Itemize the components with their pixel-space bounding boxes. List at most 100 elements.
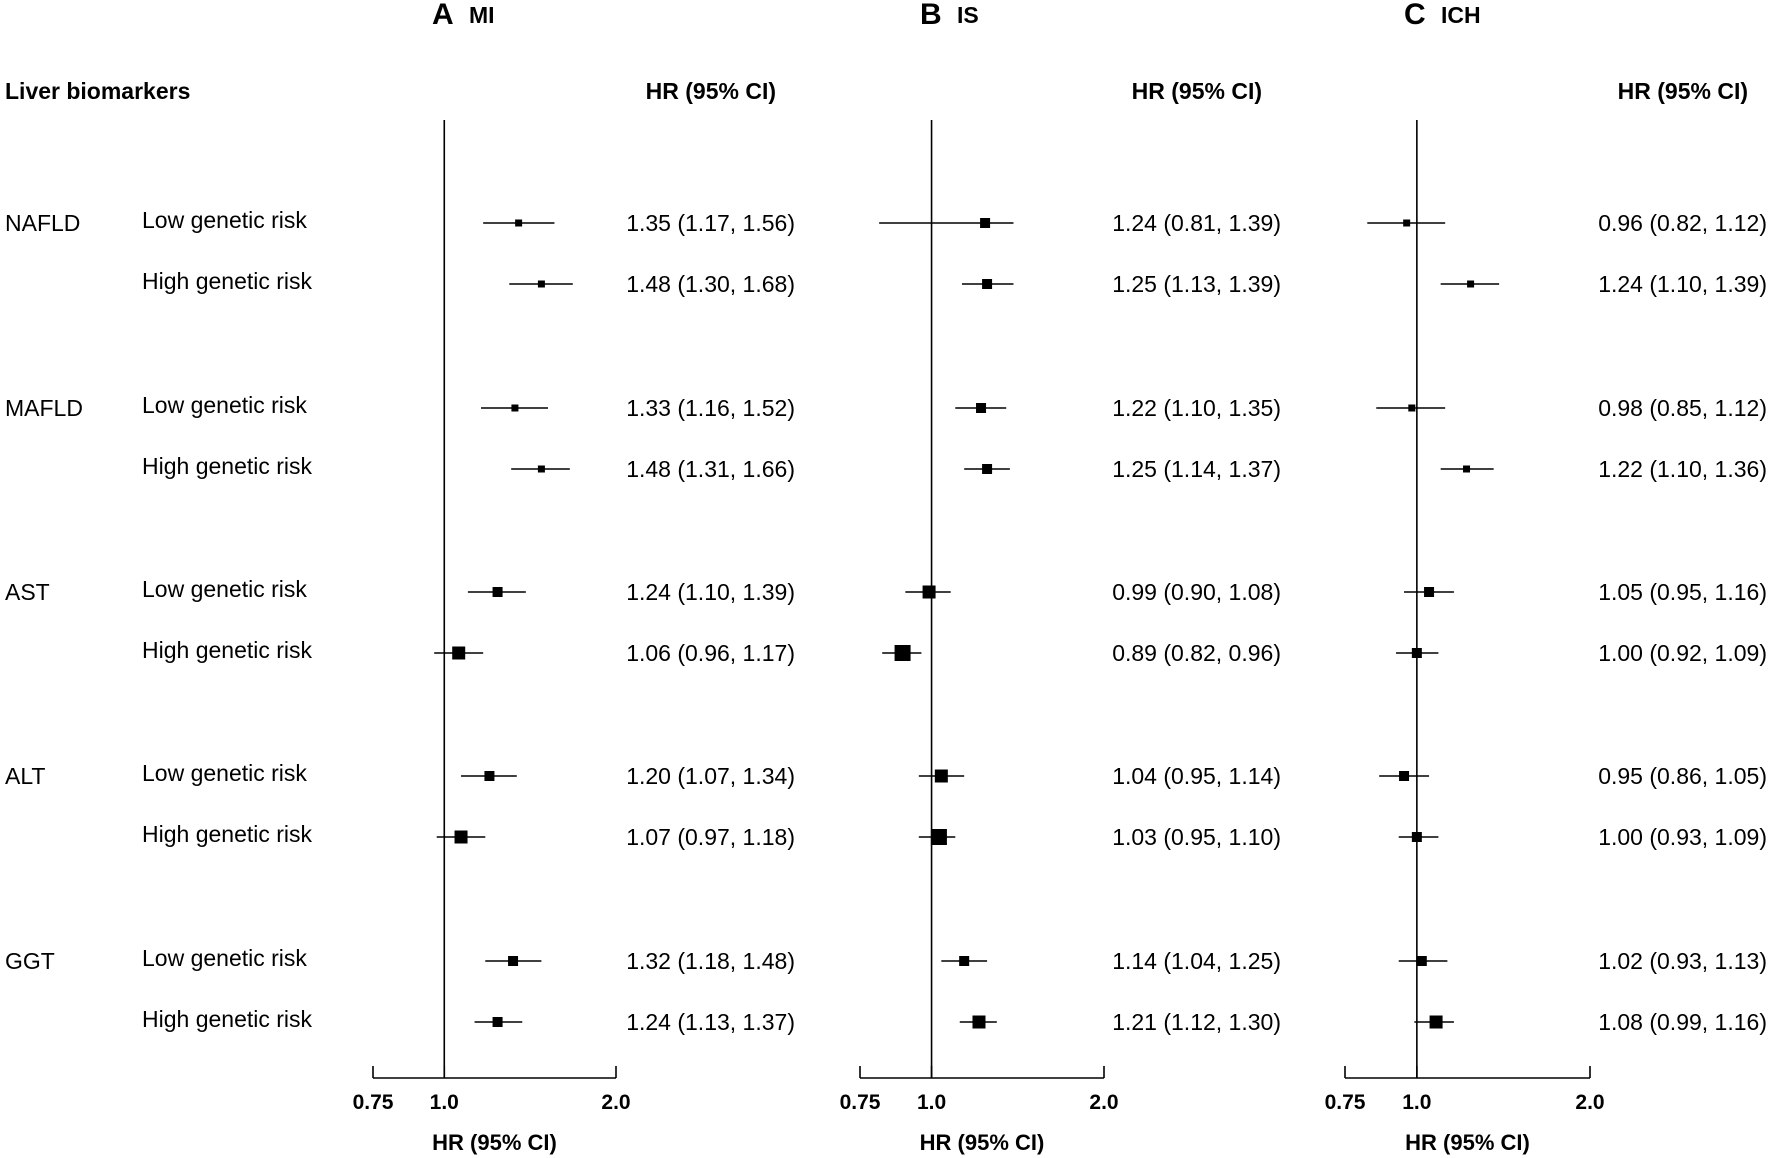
hr-point [511, 404, 519, 412]
hr-value-label: 1.21 (1.12, 1.30) [1112, 1009, 1281, 1035]
panel-title: ICH [1441, 2, 1481, 28]
biomarker-label-ggt: GGT [5, 948, 55, 974]
hr-value-label: 1.22 (1.10, 1.36) [1598, 456, 1767, 482]
hr-value-label: 1.03 (0.95, 1.10) [1112, 824, 1281, 850]
panels: A MI HR (95% CI) 0.75 1.0 2.0 HR (95% CI) 1.35 … [353, 0, 1767, 1155]
subgroup-label: Low genetic risk [142, 945, 307, 971]
hr-value-label: 1.35 (1.17, 1.56) [626, 210, 795, 236]
biomarker-label-alt: ALT [5, 763, 45, 789]
hr-point [1403, 219, 1411, 227]
hr-value-label: 1.05 (0.95, 1.16) [1598, 579, 1767, 605]
hr-point [537, 465, 545, 473]
x-tick-label: 0.75 [353, 1091, 394, 1114]
subgroup-label: Low genetic risk [142, 760, 307, 786]
hr-value-label: 1.32 (1.18, 1.48) [626, 948, 795, 974]
hr-value-label: 0.99 (0.90, 1.08) [1112, 579, 1281, 605]
subgroup-label: High genetic risk [142, 1006, 313, 1032]
biomarker-label-nafld: NAFLD [5, 210, 80, 236]
hr-point [1424, 587, 1435, 597]
x-tick-label: 2.0 [1089, 1091, 1118, 1114]
hr-value-label: 1.07 (0.97, 1.18) [626, 824, 795, 850]
hr-point [1429, 1015, 1443, 1029]
subgroup-label: Low genetic risk [142, 576, 307, 602]
hr-point [959, 956, 970, 966]
panel-letter: C [1404, 0, 1426, 31]
panel-title: IS [957, 2, 979, 28]
hr-value-label: 1.24 (1.10, 1.39) [626, 579, 795, 605]
hr-value-label: 0.95 (0.86, 1.05) [1598, 763, 1767, 789]
hr-point [1411, 648, 1422, 658]
hr-value-label: 1.04 (0.95, 1.14) [1112, 763, 1281, 789]
hr-value-label: 1.24 (1.13, 1.37) [626, 1009, 795, 1035]
x-tick-label: 0.75 [840, 1091, 881, 1114]
x-tick-label: 1.0 [430, 1091, 459, 1114]
hr-value-label: 1.08 (0.99, 1.16) [1598, 1009, 1767, 1035]
x-axis-title: HR (95% CI) [432, 1130, 557, 1155]
x-tick-label: 1.0 [1402, 1091, 1431, 1114]
hr-point [934, 769, 948, 783]
hr-point [1463, 465, 1471, 473]
hr-value-label: 1.22 (1.10, 1.35) [1112, 395, 1281, 421]
x-tick-label: 2.0 [601, 1091, 630, 1114]
hr-value-label: 0.96 (0.82, 1.12) [1598, 210, 1767, 236]
hr-point [492, 587, 503, 597]
hr-point [922, 585, 936, 599]
biomarker-label-mafld: MAFLD [5, 395, 83, 421]
x-axis-title: HR (95% CI) [1405, 1130, 1530, 1155]
panel-letter: B [920, 0, 942, 31]
hr-point [980, 218, 991, 228]
x-tick-label: 0.75 [1325, 1091, 1366, 1114]
subgroup-label: Low genetic risk [142, 392, 307, 418]
hr-value-label: 1.48 (1.31, 1.66) [626, 456, 795, 482]
x-axis-title: HR (95% CI) [920, 1130, 1045, 1155]
hr-point [484, 771, 495, 781]
hr-point [982, 279, 993, 289]
subgroup-label: High genetic risk [142, 637, 313, 663]
subgroup-label: Low genetic risk [142, 207, 307, 233]
hr-value-label: 1.24 (0.81, 1.39) [1112, 210, 1281, 236]
hr-value-label: 1.48 (1.30, 1.68) [626, 271, 795, 297]
hr-point [452, 646, 466, 660]
hr-point [976, 403, 987, 413]
hr-value-label: 1.14 (1.04, 1.25) [1112, 948, 1281, 974]
hr-point [537, 280, 545, 288]
x-tick-label: 1.0 [917, 1091, 946, 1114]
panel-letter: A [432, 0, 454, 31]
biomarker-label-ast: AST [5, 579, 50, 605]
panel-is: B IS HR (95% CI) 0.75 1.0 2.0 HR (95% CI) 1.24 … [840, 0, 1281, 1155]
hr-value-label: 1.02 (0.93, 1.13) [1598, 948, 1767, 974]
column-header-hr: HR (95% CI) [1132, 78, 1262, 104]
hr-value-label: 1.20 (1.07, 1.34) [626, 763, 795, 789]
panel-title: MI [469, 2, 495, 28]
row-header-liver-biomarkers: Liver biomarkers [5, 78, 190, 104]
hr-point [1408, 404, 1416, 412]
hr-point [1416, 956, 1427, 966]
hr-point [894, 645, 911, 661]
hr-value-label: 1.00 (0.92, 1.09) [1598, 640, 1767, 666]
x-tick-label: 2.0 [1575, 1091, 1604, 1114]
hr-point [515, 219, 523, 227]
hr-point [1411, 832, 1422, 842]
column-header-hr: HR (95% CI) [646, 78, 776, 104]
row-labels: NAFLD Low genetic risk High genetic risk MA… [5, 207, 313, 1032]
hr-value-label: 1.06 (0.96, 1.17) [626, 640, 795, 666]
column-header-hr: HR (95% CI) [1618, 78, 1748, 104]
panel-mi: A MI HR (95% CI) 0.75 1.0 2.0 HR (95% CI) 1.35 … [353, 0, 795, 1155]
hr-point [982, 464, 993, 474]
hr-value-label: 1.00 (0.93, 1.09) [1598, 824, 1767, 850]
panel-ich: C ICH HR (95% CI) 0.75 1.0 2.0 HR (95% CI) 0.96… [1325, 0, 1767, 1155]
hr-value-label: 1.25 (1.13, 1.39) [1112, 271, 1281, 297]
subgroup-label: High genetic risk [142, 821, 313, 847]
hr-value-label: 1.25 (1.14, 1.37) [1112, 456, 1281, 482]
hr-point [492, 1017, 503, 1027]
hr-point [930, 829, 947, 845]
hr-value-label: 1.24 (1.10, 1.39) [1598, 271, 1767, 297]
hr-point [1399, 771, 1410, 781]
hr-point [454, 830, 468, 844]
subgroup-label: High genetic risk [142, 453, 313, 479]
hr-value-label: 0.98 (0.85, 1.12) [1598, 395, 1767, 421]
hr-point [508, 956, 519, 966]
subgroup-label: High genetic risk [142, 268, 313, 294]
hr-point [972, 1015, 986, 1029]
